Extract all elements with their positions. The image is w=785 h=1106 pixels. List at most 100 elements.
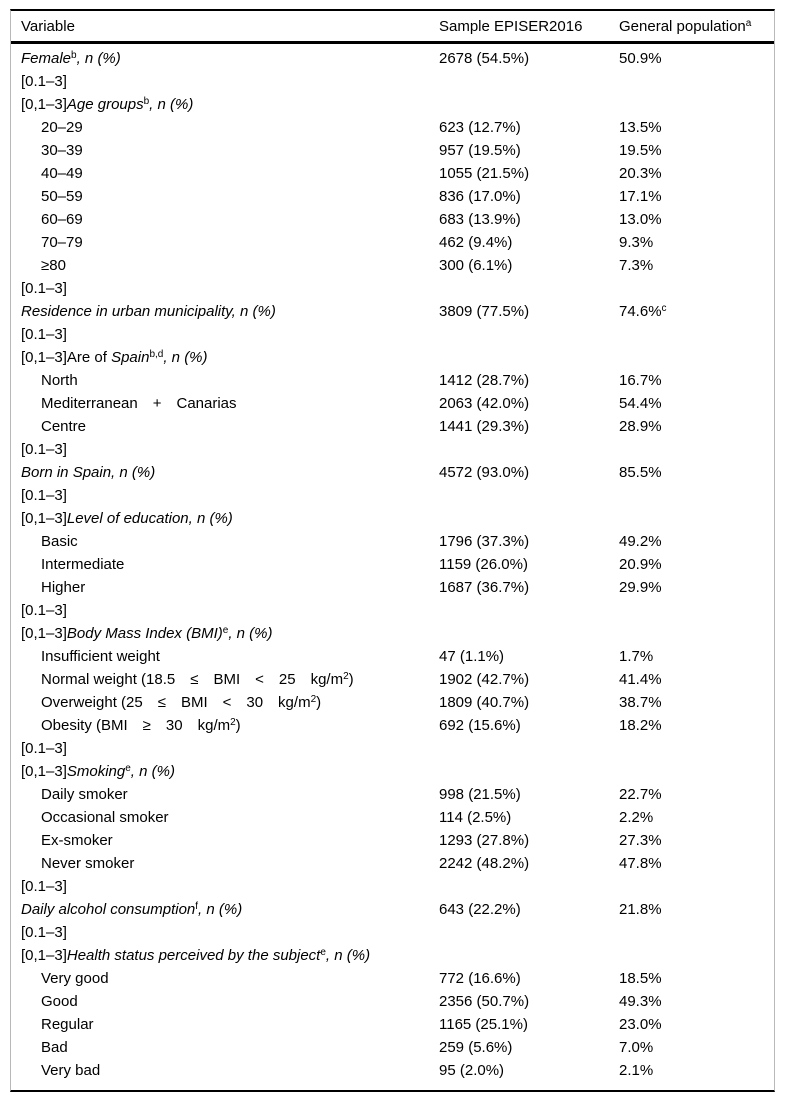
general-population-cell — [619, 921, 774, 944]
variable-cell: [0.1–3] — [21, 924, 67, 941]
general-population-cell: 2.2% — [619, 809, 654, 826]
table-body: Femaleb, n (%) 2678 (54.5%) 50.9% [0.1–3] [0… — [11, 44, 774, 1090]
variable-cell: Centre — [41, 418, 87, 435]
general-population-cell — [619, 944, 774, 967]
general-population-cell — [619, 277, 774, 300]
data-row: Obesity (BMI ≥ 30 kg/m2) 692 (15.6%) 18.2% — [11, 714, 774, 737]
variable-cell: [0.1–3] — [21, 280, 67, 297]
general-population-cell: 1.7% — [619, 648, 654, 665]
sample-cell — [439, 921, 619, 944]
sample-cell — [439, 507, 619, 530]
variable-cell: [0.1–3] — [21, 73, 67, 90]
sample-cell: 692 (15.6%) — [439, 717, 521, 734]
variable-cell: Overweight (25 ≤ BMI < 30 kg/m2) — [41, 694, 322, 711]
spacer-row: [0.1–3] — [11, 599, 774, 622]
variable-cell: 30–39 — [41, 142, 83, 159]
variable-cell: [0,1–3]Health status perceived by the su… — [21, 947, 371, 964]
spacer-row: [0.1–3] — [11, 737, 774, 760]
section-row: [0,1–3]Level of education, n (%) — [11, 507, 774, 530]
general-population-cell: 21.8% — [619, 901, 662, 918]
general-population-cell: 27.3% — [619, 832, 662, 849]
sample-cell: 683 (13.9%) — [439, 211, 521, 228]
data-row: Born in Spain, n (%) 4572 (93.0%) 85.5% — [11, 461, 774, 484]
data-row: Intermediate 1159 (26.0%) 20.9% — [11, 553, 774, 576]
data-row: Daily alcohol consumptionf, n (%) 643 (22… — [11, 898, 774, 921]
demographics-table: Variable Sample EPISER2016 General popul… — [10, 9, 775, 1092]
variable-cell: 60–69 — [41, 211, 83, 228]
variable-cell: [0.1–3] — [21, 441, 67, 458]
sample-cell — [439, 737, 619, 760]
general-population-cell: 38.7% — [619, 694, 662, 711]
variable-cell: [0.1–3] — [21, 878, 67, 895]
sample-cell: 1159 (26.0%) — [439, 556, 528, 573]
header-cell-general-population: General populationa — [619, 17, 752, 35]
section-row: [0,1–3]Health status perceived by the su… — [11, 944, 774, 967]
variable-cell: Occasional smoker — [41, 809, 169, 826]
general-population-cell: 7.3% — [619, 257, 654, 274]
sample-cell: 1902 (42.7%) — [439, 671, 530, 688]
data-row: Ex-smoker 1293 (27.8%) 27.3% — [11, 829, 774, 852]
data-row: 30–39 957 (19.5%) 19.5% — [11, 139, 774, 162]
general-population-cell — [619, 737, 774, 760]
sample-cell: 2678 (54.5%) — [439, 50, 530, 67]
sample-cell — [439, 622, 619, 645]
sample-cell — [439, 484, 619, 507]
general-population-cell: 17.1% — [619, 188, 662, 205]
general-population-cell: 74.6%c — [619, 303, 667, 320]
spacer-row: [0.1–3] — [11, 438, 774, 461]
sample-cell: 957 (19.5%) — [439, 142, 521, 159]
general-population-cell: 13.5% — [619, 119, 662, 136]
data-row: Very bad 95 (2.0%) 2.1% — [11, 1059, 774, 1082]
spacer-row: [0.1–3] — [11, 921, 774, 944]
sample-cell — [439, 944, 619, 967]
sample-cell: 114 (2.5%) — [439, 809, 512, 826]
variable-cell: [0,1–3]Level of education, n (%) — [21, 510, 233, 527]
sample-cell: 1687 (36.7%) — [439, 579, 530, 596]
variable-cell: [0,1–3]Are of Spainb,d, n (%) — [21, 349, 208, 366]
sample-cell — [439, 760, 619, 783]
general-population-cell: 50.9% — [619, 50, 662, 67]
data-row: 70–79 462 (9.4%) 9.3% — [11, 231, 774, 254]
data-row: Occasional smoker 114 (2.5%) 2.2% — [11, 806, 774, 829]
general-population-cell: 22.7% — [619, 786, 662, 803]
section-row: [0,1–3]Are of Spainb,d, n (%) — [11, 346, 774, 369]
general-population-cell: 23.0% — [619, 1016, 662, 1033]
general-population-cell: 18.2% — [619, 717, 662, 734]
general-population-cell: 28.9% — [619, 418, 662, 435]
sample-cell — [439, 438, 619, 461]
sample-cell: 2242 (48.2%) — [439, 855, 530, 872]
sample-cell: 1412 (28.7%) — [439, 372, 530, 389]
sample-cell: 1165 (25.1%) — [439, 1016, 528, 1033]
variable-cell: [0,1–3]Age groupsb, n (%) — [21, 96, 194, 113]
data-row: Centre 1441 (29.3%) 28.9% — [11, 415, 774, 438]
general-population-cell — [619, 507, 774, 530]
sample-cell: 95 (2.0%) — [439, 1062, 505, 1079]
general-population-cell — [619, 875, 774, 898]
sample-cell — [439, 875, 619, 898]
variable-cell: ≥80 — [41, 257, 66, 274]
general-population-cell — [619, 599, 774, 622]
sample-cell — [439, 323, 619, 346]
sample-cell: 3809 (77.5%) — [439, 303, 530, 320]
sample-cell — [439, 70, 619, 93]
section-row: [0,1–3]Body Mass Index (BMI)e, n (%) — [11, 622, 774, 645]
general-population-cell: 41.4% — [619, 671, 662, 688]
variable-cell: Never smoker — [41, 855, 135, 872]
sample-cell: 1809 (40.7%) — [439, 694, 530, 711]
general-population-cell: 18.5% — [619, 970, 662, 987]
data-row: Mediterranean + Canarias 2063 (42.0%) 54.4… — [11, 392, 774, 415]
data-row: Good 2356 (50.7%) 49.3% — [11, 990, 774, 1013]
data-row: Insufficient weight 47 (1.1%) 1.7% — [11, 645, 774, 668]
data-row: Normal weight (18.5 ≤ BMI < 25 kg/m2) 190… — [11, 668, 774, 691]
variable-cell: Born in Spain, n (%) — [21, 464, 156, 481]
general-population-cell: 16.7% — [619, 372, 662, 389]
data-row: North 1412 (28.7%) 16.7% — [11, 369, 774, 392]
variable-cell: Bad — [41, 1039, 68, 1056]
variable-cell: [0,1–3]Body Mass Index (BMI)e, n (%) — [21, 625, 273, 642]
header-cell-variable: Variable — [21, 17, 75, 35]
data-row: 40–49 1055 (21.5%) 20.3% — [11, 162, 774, 185]
variable-cell: [0.1–3] — [21, 602, 67, 619]
variable-cell: Ex-smoker — [41, 832, 113, 849]
general-population-cell: 49.3% — [619, 993, 662, 1010]
variable-cell: 40–49 — [41, 165, 83, 182]
